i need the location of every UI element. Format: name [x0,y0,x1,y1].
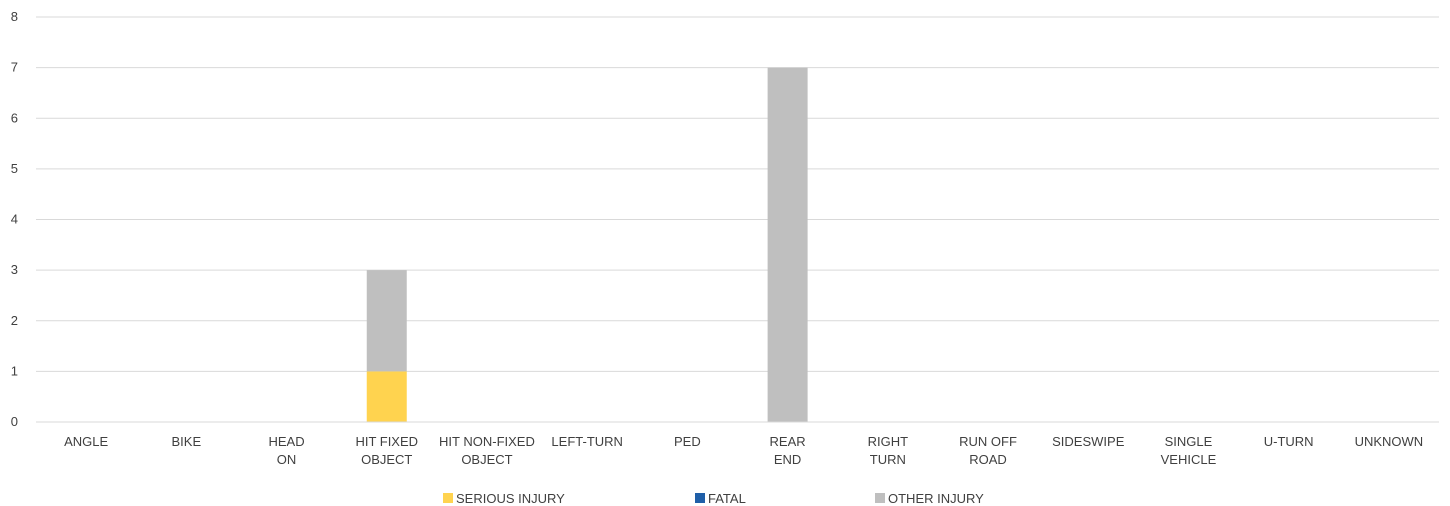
x-category-label: BIKE [172,434,202,449]
x-category-label-line: OBJECT [361,452,412,467]
x-category-label: PED [674,434,701,449]
legend: SERIOUS INJURY FATAL OTHER INJURY [443,491,984,506]
x-category-label-line: ANGLE [64,434,108,449]
y-tick-label: 6 [11,110,18,125]
x-category-label: HIT NON-FIXED OBJECT [439,434,535,467]
y-tick-label: 4 [11,212,18,227]
y-tick-label: 8 [11,9,18,24]
x-category-label-line: END [774,452,801,467]
x-category-label: REAR END [770,434,806,467]
y-tick-label: 3 [11,262,18,277]
x-category-label-line: UNKNOWN [1355,434,1424,449]
x-category-label-line: OBJECT [461,452,512,467]
x-category-label-line: ROAD [969,452,1007,467]
bar-serious-injury [366,371,407,422]
x-category-label-line: VEHICLE [1161,452,1217,467]
x-category-label-line: RIGHT [868,434,909,449]
legend-swatch [443,493,453,503]
x-category-label-line: U-TURN [1264,434,1314,449]
x-category-label: SIDESWIPE [1052,434,1125,449]
y-tick-label: 1 [11,363,18,378]
x-category-label-line: HIT FIXED [355,434,418,449]
x-category-label-line: SIDESWIPE [1052,434,1125,449]
x-category-label-line: RUN OFF [959,434,1017,449]
x-category-label: HIT FIXED OBJECT [355,434,418,467]
gridlines [36,16,1439,372]
x-category-label-line: BIKE [172,434,202,449]
x-category-label-line: PED [674,434,701,449]
x-category-label: LEFT-TURN [551,434,623,449]
x-category-label: UNKNOWN [1355,434,1424,449]
x-category-label: ANGLE [64,434,108,449]
x-category-label-line: TURN [870,452,906,467]
x-category-label-line: HIT NON-FIXED [439,434,535,449]
x-category-label-line: REAR [770,434,806,449]
y-tick-label: 5 [11,161,18,176]
x-category-label: RUN OFF ROAD [959,434,1017,467]
legend-label: OTHER INJURY [888,491,984,506]
x-category-label-line: SINGLE [1165,434,1213,449]
bar-other-injury [767,67,808,422]
x-category-label: U-TURN [1264,434,1314,449]
legend-swatch [695,493,705,503]
x-category-label-line: LEFT-TURN [551,434,623,449]
x-category-label-line: ON [277,452,297,467]
legend-label: SERIOUS INJURY [456,491,565,506]
legend-swatch [875,493,885,503]
bar-other-injury [366,270,407,372]
x-category-label: SINGLE VEHICLE [1161,434,1217,467]
bars [366,67,808,422]
x-category-label: HEAD ON [268,434,304,467]
y-tick-label: 0 [11,414,18,429]
y-tick-label: 2 [11,313,18,328]
y-axis-tick-labels: 0 1 2 3 4 5 6 7 8 [11,9,18,429]
x-category-label-line: HEAD [268,434,304,449]
y-tick-label: 7 [11,60,18,75]
x-category-label: RIGHT TURN [868,434,909,467]
legend-label: FATAL [708,491,746,506]
